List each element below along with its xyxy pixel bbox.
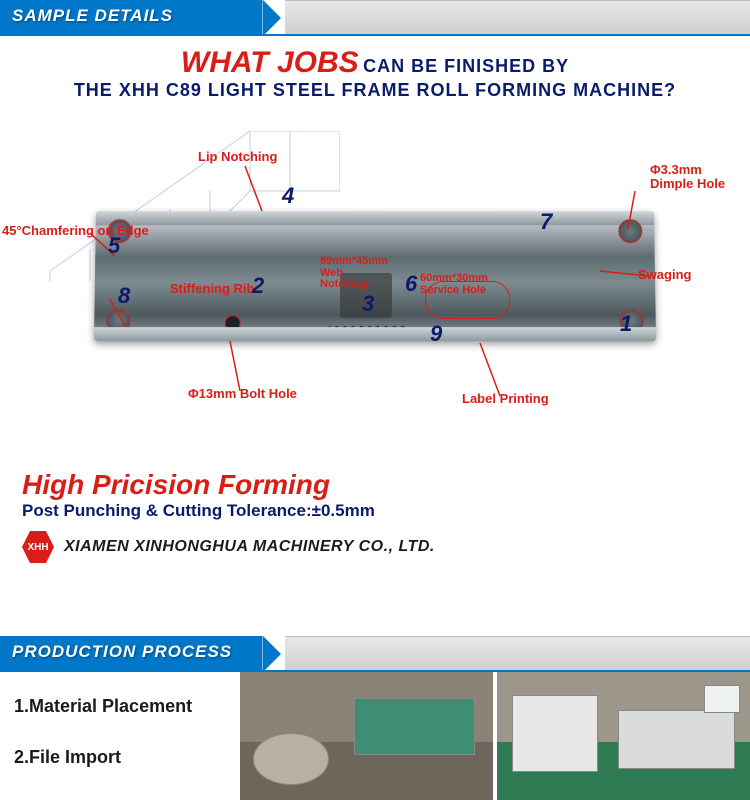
production-step-1: 1.Material Placement (14, 696, 226, 717)
callout-lip-notching: Lip Notching (198, 149, 277, 164)
section-header-sample-label: SAMPLE DETAILS (12, 6, 173, 26)
title-row: WHAT JOBS CAN BE FINISHED BY (0, 36, 750, 80)
header-tail (285, 0, 750, 34)
title-emphasis: WHAT JOBS (181, 46, 359, 79)
feature-number-8: 8 (118, 283, 130, 309)
company-logo-icon: XHH (22, 531, 54, 563)
sample-details-body: WHAT JOBS CAN BE FINISHED BY THE XHH C89… (0, 36, 750, 636)
feature-number-3: 3 (362, 291, 374, 317)
feature-number-5: 5 (108, 233, 120, 259)
production-photo-2 (497, 672, 750, 800)
callout-label-printing: Label Printing (462, 391, 549, 406)
bolt-hole-shape (225, 315, 241, 331)
callout-chamfering: 45°Chamfering on Edge (2, 223, 149, 238)
section-header-production-label: PRODUCTION PROCESS (12, 642, 232, 662)
part-serial-label: 4001801108 (325, 324, 408, 338)
feature-number-2: 2 (252, 273, 264, 299)
callout-stiffening: Stiffening Rib (170, 281, 255, 296)
callout-dimple: Φ3.3mm Dimple Hole (650, 163, 725, 190)
header-accent (263, 636, 281, 672)
feature-number-9: 9 (430, 321, 442, 347)
callout-web-notching: 89mm*45mm Web Notching (320, 256, 388, 291)
header-tail (285, 636, 750, 670)
production-photo-1 (240, 672, 493, 800)
diagram-area: 4001801108 Lip Notching 45°Chamfering on… (0, 111, 750, 461)
high-precision-title: High Pricision Forming (22, 469, 728, 501)
production-steps: 1.Material Placement 2.File Import (0, 672, 240, 800)
feature-number-7: 7 (540, 209, 552, 235)
tolerance-text: Post Punching & Cutting Tolerance:±0.5mm (22, 501, 728, 521)
feature-number-4: 4 (282, 183, 294, 209)
callout-swaging: Swaging (638, 267, 691, 282)
company-row: XHH XIAMEN XINHONGHUA MACHINERY CO., LTD… (0, 521, 750, 573)
section-header-sample: SAMPLE DETAILS (0, 0, 750, 36)
production-images (240, 672, 750, 800)
title-line2: THE XHH C89 LIGHT STEEL FRAME ROLL FORMI… (0, 80, 750, 101)
title-rest: CAN BE FINISHED BY (363, 56, 569, 76)
section-header-production: PRODUCTION PROCESS (0, 636, 750, 672)
dimple-hole-shape (106, 309, 130, 333)
dimple-hole-shape (618, 219, 642, 243)
production-body: 1.Material Placement 2.File Import (0, 672, 750, 800)
company-name: XIAMEN XINHONGHUA MACHINERY CO., LTD. (64, 538, 435, 556)
header-accent (263, 0, 281, 36)
feature-number-1: 1 (620, 311, 632, 337)
callout-service-hole: 60mm*30mm Service Hole (420, 273, 488, 296)
precision-block: High Pricision Forming Post Punching & C… (0, 461, 750, 521)
callout-bolt-hole: Φ13mm Bolt Hole (188, 386, 297, 401)
logo-text: XHH (27, 542, 48, 553)
production-step-2: 2.File Import (14, 747, 226, 768)
feature-number-6: 6 (405, 271, 417, 297)
